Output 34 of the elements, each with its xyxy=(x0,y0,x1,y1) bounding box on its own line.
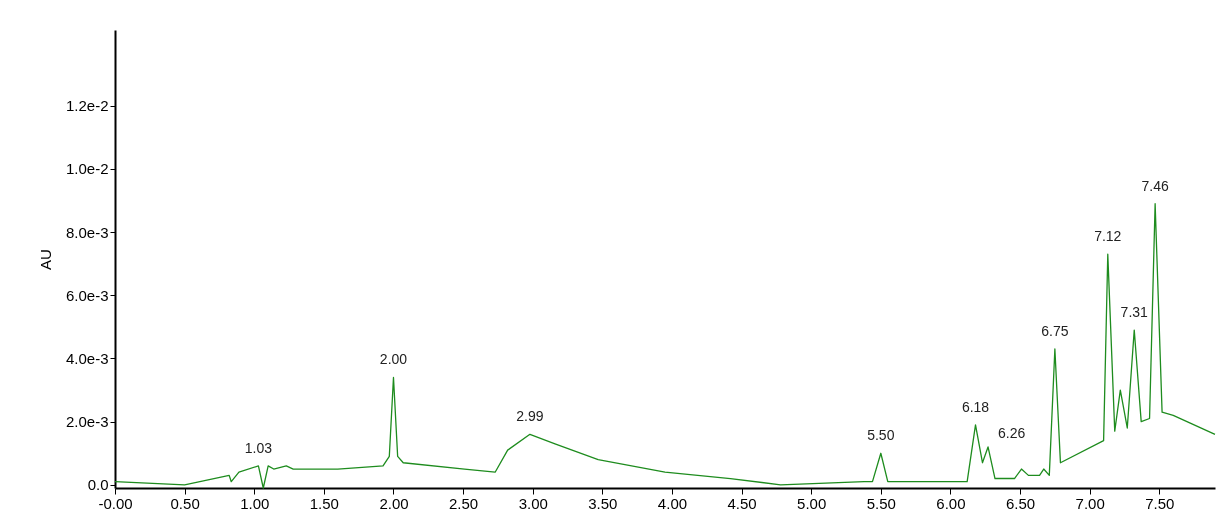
x-tick-label: 4.50 xyxy=(727,494,757,512)
x-tick-label: 2.50 xyxy=(449,494,479,512)
y-axis-title: AU xyxy=(36,249,54,270)
annotation: 7.12 xyxy=(1094,228,1122,245)
x-tick-label: 5.00 xyxy=(797,494,827,512)
y-tick-label: 0.0 xyxy=(87,476,109,494)
x-tick-label: 1.00 xyxy=(240,494,270,512)
x-tick-label: 2.00 xyxy=(379,494,409,512)
annotation: 7.31 xyxy=(1120,304,1149,321)
x-tick-label: 1.50 xyxy=(309,494,339,512)
x-tick-label: 0.50 xyxy=(170,494,200,512)
y-tick-label: 4.0e-3 xyxy=(65,350,109,367)
x-tick-label: 3.50 xyxy=(588,494,618,512)
x-tick-label: -0.00 xyxy=(98,494,133,512)
y-tick-label: 1.2e-2 xyxy=(65,97,109,115)
x-tick-label: 7.50 xyxy=(1145,494,1175,512)
y-tick-label: 8.0e-3 xyxy=(65,223,109,241)
y-tick-label: 6.0e-3 xyxy=(65,286,109,304)
y-tick-label: 1.0e-2 xyxy=(65,160,109,178)
annotation: 6.75 xyxy=(1041,323,1069,340)
x-tick-label: 7.00 xyxy=(1075,494,1105,512)
x-tick-label: 6.50 xyxy=(1005,494,1036,512)
x-tick-label: 5.50 xyxy=(866,494,896,512)
annotation: 5.50 xyxy=(867,427,895,444)
annotation: 6.18 xyxy=(961,398,990,415)
y-tick-label: 2.0e-3 xyxy=(65,413,109,431)
annotation: 1.03 xyxy=(244,439,273,456)
x-tick-label: 3.00 xyxy=(518,494,548,512)
annotation: 7.46 xyxy=(1141,177,1169,194)
annotation: 2.99 xyxy=(516,408,544,425)
annotation: 6.26 xyxy=(998,424,1026,441)
x-tick-label: 6.00 xyxy=(936,494,966,512)
x-tick-label: 4.00 xyxy=(657,494,688,512)
annotation: 2.00 xyxy=(379,351,408,368)
